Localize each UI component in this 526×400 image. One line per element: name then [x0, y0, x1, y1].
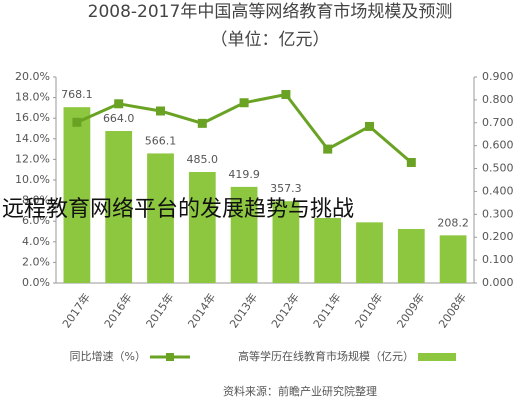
x-tick-label: 2015年: [143, 290, 177, 330]
bar: [147, 153, 174, 283]
y-tick-label: 12.0%: [15, 152, 50, 165]
x-tick-label: 2017年: [59, 290, 93, 330]
x-tick-label: 2009年: [394, 290, 428, 330]
y2-tick-label: 0.800: [482, 93, 514, 106]
chart-subtitle: （单位：亿元）: [211, 30, 330, 50]
y-tick-label: 0.0%: [22, 276, 50, 289]
bar: [439, 235, 467, 283]
line-marker: [114, 99, 124, 109]
y2-tick-label: 0.600: [482, 139, 514, 152]
x-tick-label: 2011年: [310, 290, 344, 330]
overlay-caption: 远程教育网络平台的发展趋势与挑战: [2, 197, 354, 222]
y-tick-label: 20.0%: [15, 70, 50, 83]
line-marker: [406, 157, 416, 167]
bar-value-label: 208.2: [437, 216, 469, 229]
line-marker: [72, 117, 82, 127]
legend-swatch: [166, 353, 174, 361]
bar: [230, 186, 258, 283]
bar: [272, 201, 300, 283]
line-marker: [197, 118, 207, 128]
y2-tick-label: 0.500: [482, 162, 514, 175]
x-tick-label: 2016年: [101, 290, 135, 330]
line-marker: [323, 144, 333, 154]
bar: [397, 228, 425, 283]
bar: [314, 217, 342, 283]
x-tick-label: 2008年: [435, 290, 469, 330]
y-tick-label: 18.0%: [15, 91, 50, 104]
bar: [356, 222, 383, 283]
y2-tick-label: 0.200: [482, 230, 514, 243]
y2-tick-label: 0.300: [482, 207, 514, 220]
line-marker: [281, 90, 291, 100]
y-tick-label: 8.0%: [22, 194, 50, 207]
bar-value-label: 566.1: [145, 134, 177, 147]
x-tick-label: 2014年: [185, 290, 219, 330]
x-tick-label: 2010年: [352, 290, 386, 330]
y2-tick-label: 0.100: [482, 253, 514, 266]
legend-label: 高等学历在线教育市场规模（亿元）: [238, 349, 414, 363]
y2-tick-label: 0.700: [482, 116, 514, 129]
y-tick-label: 14.0%: [15, 132, 50, 145]
legend-swatch: [418, 353, 456, 361]
bar-value-label: 768.1: [61, 88, 93, 101]
y2-tick-label: 0.900: [482, 70, 514, 83]
y-tick-label: 16.0%: [15, 111, 50, 124]
bar-value-label: 357.3: [270, 182, 302, 195]
bar: [105, 131, 133, 283]
line-marker: [156, 106, 165, 116]
y2-tick-label: 0.000: [482, 276, 514, 289]
bar-value-label: 664.0: [103, 112, 135, 125]
y-tick-label: 2.0%: [22, 255, 50, 268]
y-tick-label: 6.0%: [22, 214, 50, 227]
bar-value-label: 419.9: [228, 168, 260, 181]
bar-value-label: 485.0: [187, 153, 219, 166]
y2-tick-label: 0.400: [482, 184, 514, 197]
line-marker: [365, 121, 374, 131]
source-note: 资料来源：前瞻产业研究院整理: [223, 384, 377, 398]
x-tick-label: 2013年: [226, 290, 260, 330]
legend-label: 同比增速（%）: [70, 349, 146, 363]
bar: [63, 107, 91, 283]
bar: [188, 171, 216, 283]
y-tick-label: 10.0%: [15, 173, 50, 186]
x-tick-label: 2012年: [268, 290, 302, 330]
line-marker: [239, 98, 249, 108]
chart-title: 2008-2017年中国高等网络教育市场规模及预测: [88, 2, 453, 22]
y-tick-label: 4.0%: [22, 235, 50, 248]
